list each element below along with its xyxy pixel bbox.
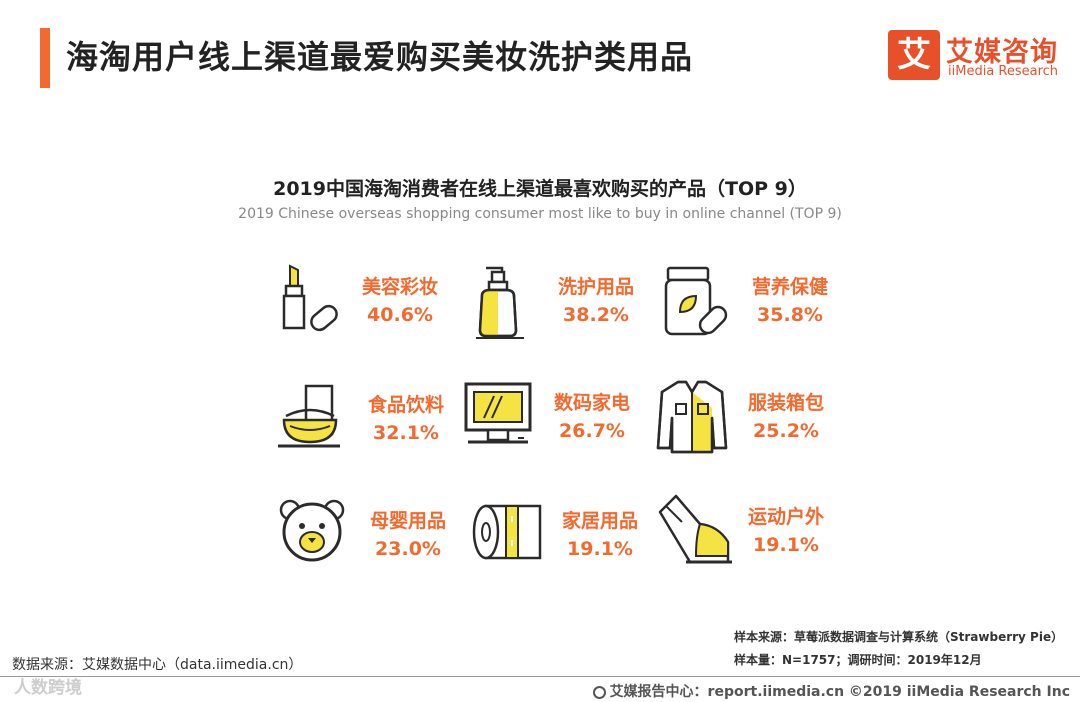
- chart-item-cosmetics: 美容彩妆 40.6%: [270, 262, 450, 352]
- supplement-jar-icon: [664, 266, 728, 336]
- item-value: 19.1%: [753, 534, 819, 556]
- item-label: 营养保健: [751, 276, 828, 298]
- footer: 艾媒报告中心：report.iimedia.cn ©2019 iiMedia R…: [592, 681, 1070, 701]
- boot-icon: [658, 494, 732, 564]
- chart-item-sports-outdoor: 运动户外 19.1%: [656, 492, 836, 582]
- item-value: 32.1%: [373, 422, 439, 444]
- item-value: 26.7%: [559, 420, 625, 442]
- chart-item-food: 食品饮料 32.1%: [276, 380, 456, 470]
- data-source: 数据来源：艾媒数据中心（data.iimedia.cn）: [12, 657, 303, 673]
- item-label: 运动户外: [747, 506, 824, 528]
- bear-face-icon: [279, 499, 345, 562]
- food-bowl-icon: [278, 384, 340, 448]
- item-value: 25.2%: [753, 420, 819, 442]
- globe-icon: [592, 686, 606, 699]
- item-value: 19.1%: [567, 538, 633, 560]
- logo-cn-text: 艾媒咨询: [946, 37, 1058, 68]
- item-value: 23.0%: [375, 538, 441, 560]
- item-label: 美容彩妆: [361, 276, 438, 298]
- chart-item-electronics: 数码家电 26.7%: [462, 378, 642, 468]
- lipstick-icon: [282, 264, 338, 332]
- iimedia-logo: 艾 艾媒咨询 iiMedia Research: [888, 30, 1068, 86]
- chart-item-mother-baby: 母婴用品 23.0%: [278, 496, 458, 586]
- chart-subtitle: 2019 Chinese overseas shopping consumer …: [238, 206, 842, 222]
- item-value: 40.6%: [367, 304, 433, 326]
- computer-monitor-icon: [464, 382, 532, 444]
- pump-bottle-icon: [476, 266, 524, 339]
- item-label: 母婴用品: [369, 510, 446, 532]
- item-label: 数码家电: [553, 392, 630, 414]
- chart-item-nutrition: 营养保健 35.8%: [660, 262, 840, 352]
- sample-source: 样本来源：草莓派数据调查与计算系统（Strawberry Pie）: [734, 630, 1064, 644]
- logo-mark: 艾: [888, 30, 940, 80]
- item-label: 食品饮料: [367, 394, 444, 416]
- item-label: 家居用品: [561, 510, 638, 532]
- chart-item-toiletries: 洗护用品 38.2%: [466, 262, 646, 352]
- title-accent-bar: [40, 28, 50, 88]
- item-value: 35.8%: [757, 304, 823, 326]
- watermark: 人数跨境: [14, 678, 82, 698]
- toilet-paper-icon: [472, 504, 542, 560]
- sample-size: 样本量：N=1757；调研时间：2019年12月: [734, 653, 982, 667]
- chart-title: 2019中国海淘消费者在线上渠道最喜欢购买的产品（TOP 9）: [273, 178, 807, 200]
- chart-item-apparel: 服装箱包 25.2%: [656, 378, 836, 468]
- chart-item-household: 家居用品 19.1%: [470, 496, 650, 586]
- footer-text: 艾媒报告中心：report.iimedia.cn ©2019 iiMedia R…: [609, 684, 1070, 700]
- jacket-icon: [656, 380, 728, 454]
- item-value: 38.2%: [563, 304, 629, 326]
- item-label: 洗护用品: [557, 276, 634, 298]
- footer-divider: [0, 676, 1080, 677]
- logo-en-text: iiMedia Research: [948, 64, 1059, 79]
- item-label: 服装箱包: [747, 392, 824, 414]
- page-title: 海淘用户线上渠道最爱购买美妆洗护类用品: [66, 38, 694, 76]
